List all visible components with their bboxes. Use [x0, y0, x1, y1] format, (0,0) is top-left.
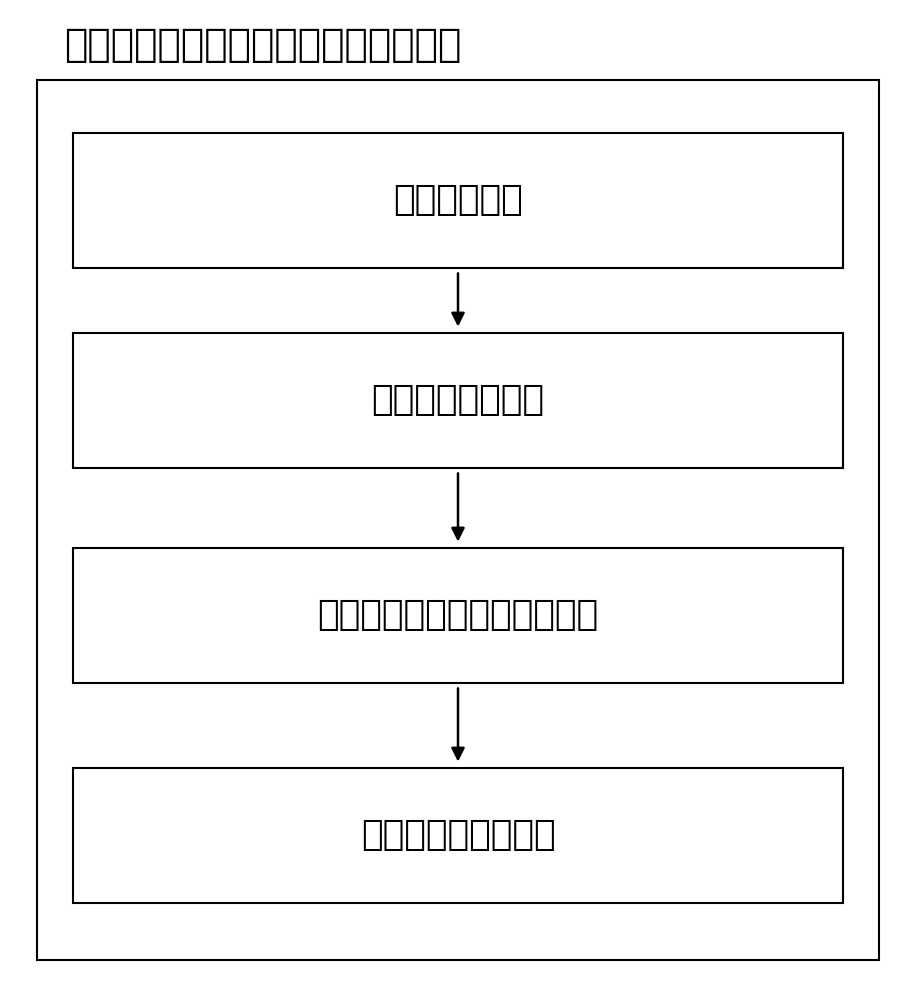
Text: 充电请求智能匹配充电桩单元: 充电请求智能匹配充电桩单元: [318, 598, 598, 632]
Bar: [73, 548, 843, 682]
Text: 实时监测单元: 实时监测单元: [393, 183, 523, 217]
Text: 电动汽车充电场站充电桩智能管理装置: 电动汽车充电场站充电桩智能管理装置: [64, 26, 462, 64]
Text: 充电桩车位管理单元: 充电桩车位管理单元: [361, 818, 555, 852]
Bar: [73, 332, 843, 468]
Bar: [73, 768, 843, 902]
Bar: [37, 80, 879, 960]
Text: 充电请求接收单元: 充电请求接收单元: [372, 383, 544, 417]
Bar: [73, 132, 843, 267]
